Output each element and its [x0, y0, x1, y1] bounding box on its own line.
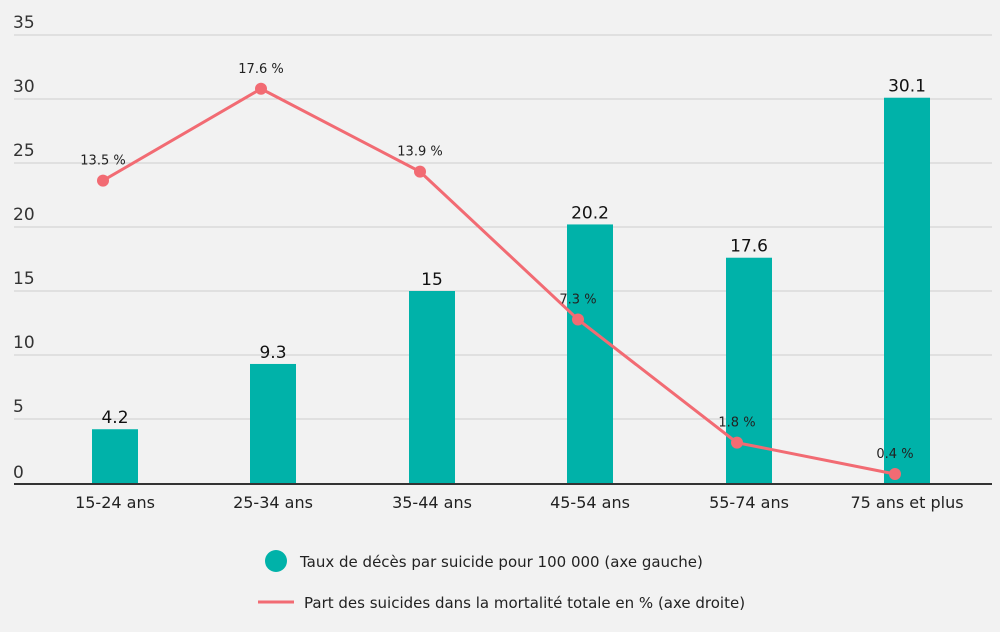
y-tick-label: 15 — [13, 269, 35, 289]
x-tick-label: 55-74 ans — [709, 493, 789, 512]
line-point — [731, 436, 743, 449]
y-tick-label: 20 — [13, 205, 35, 225]
bar-value-label: 4.2 — [101, 408, 128, 428]
bar-value-label: 15 — [421, 270, 443, 290]
bar — [567, 224, 613, 483]
bar — [884, 97, 930, 483]
series-line — [102, 87, 896, 476]
y-tick-label: 10 — [13, 333, 35, 353]
line-point — [889, 468, 901, 481]
legend-line-label: Part des suicides dans la mortalité tota… — [304, 594, 745, 612]
line-value-label: 13.5 % — [80, 154, 125, 169]
y-tick-label: 5 — [13, 397, 24, 417]
x-tick-label: 45-54 ans — [550, 493, 630, 512]
y-tick-label: 30 — [13, 77, 35, 97]
y-tick-label: 25 — [13, 141, 35, 161]
line-value-label: 0.4 % — [876, 447, 913, 462]
bar-value-label: 30.1 — [888, 77, 926, 97]
bar-value-label: 9.3 — [259, 343, 286, 363]
bar — [250, 363, 296, 483]
line-value-label: 17.6 % — [238, 62, 283, 77]
bar — [92, 429, 138, 483]
line-value-label: 1.8 % — [718, 416, 755, 431]
x-tick-label: 35-44 ans — [392, 493, 472, 512]
legend-bar-swatch — [265, 550, 287, 572]
line-value-label: 13.9 % — [397, 145, 442, 160]
x-tick-label: 15-24 ans — [75, 493, 155, 512]
bar-value-label: 20.2 — [571, 203, 609, 223]
line-point — [255, 82, 267, 95]
line-value-label: 7.3 % — [559, 292, 596, 307]
bar — [409, 291, 455, 483]
y-tick-label: 0 — [13, 463, 24, 483]
x-tick-label: 25-34 ans — [233, 493, 313, 512]
line-point — [572, 313, 584, 326]
bar-value-label: 17.6 — [730, 237, 768, 257]
line-point — [414, 165, 426, 178]
x-tick-label: 75 ans et plus — [850, 493, 963, 512]
line-point — [97, 174, 109, 187]
legend-bar-label: Taux de décès par suicide pour 100 000 (… — [299, 553, 703, 571]
y-tick-label: 35 — [13, 13, 35, 33]
